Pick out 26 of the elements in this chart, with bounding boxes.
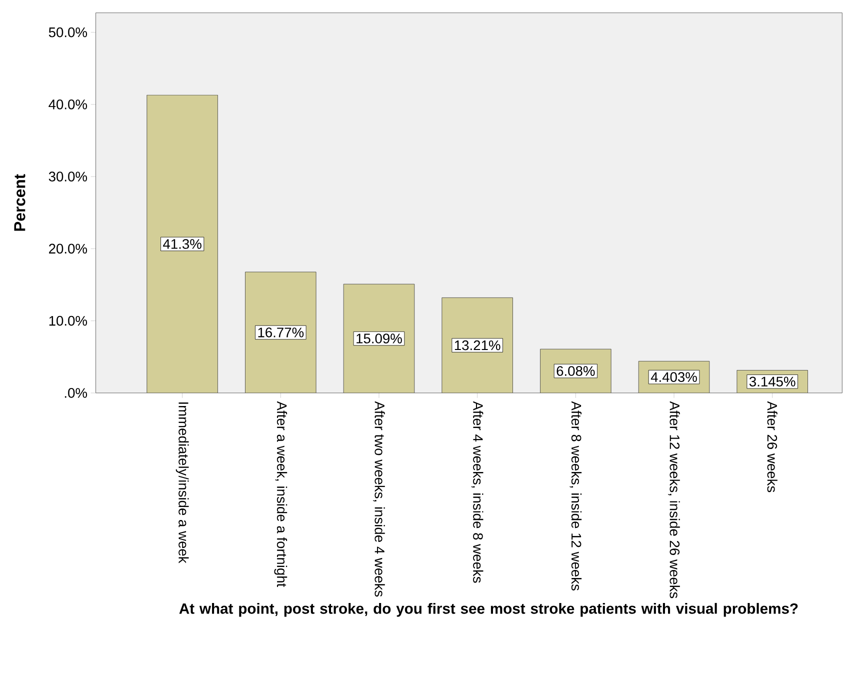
x-tick-label: After 26 weeks: [767, 401, 778, 492]
y-axis-title: Percent: [14, 174, 26, 231]
data-label: 13.21%: [454, 340, 500, 350]
x-axis-title: At what point, post stroke, do you first see most stroke patients with visual problems?: [179, 602, 798, 617]
y-tick-label: 30.0%: [48, 172, 88, 182]
x-tick-label: After 12 weeks, inside 26 weeks: [668, 401, 680, 598]
y-tick-label: 50.0%: [48, 27, 88, 38]
data-label: 16.77%: [258, 327, 304, 338]
y-tick-label: 20.0%: [49, 244, 88, 254]
y-tick-label: 40.0%: [48, 99, 88, 110]
y-tick-label: 10.0%: [49, 316, 88, 326]
bar: [344, 284, 414, 393]
bar: [245, 272, 316, 393]
y-tick-label: .0%: [64, 388, 88, 398]
x-tick-label: After a week, inside a fortnight: [274, 401, 288, 587]
x-tick-label: After 4 weeks, inside 8 weeks: [471, 401, 484, 583]
x-tick-label: After 8 weeks, inside 12 weeks: [570, 401, 582, 590]
x-tick-label: Immediately/inside a week: [176, 402, 189, 564]
bar: [146, 94, 218, 393]
x-tick-label: After two weeks, inside 4 weeks: [373, 401, 385, 596]
data-label: 41.3%: [163, 239, 202, 249]
bar: [442, 298, 513, 393]
data-label: 3.145%: [749, 376, 796, 386]
data-label: 15.09%: [356, 334, 402, 344]
data-label: 6.08%: [556, 366, 595, 376]
data-label: 4.403%: [650, 372, 697, 382]
